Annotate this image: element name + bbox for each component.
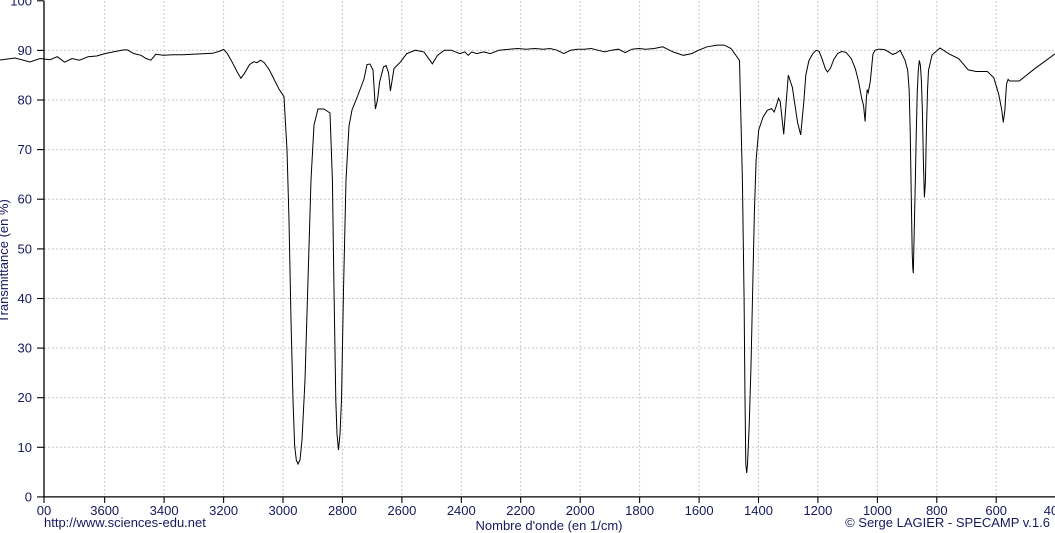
svg-text:1200: 1200 [803, 503, 832, 518]
svg-text:0: 0 [25, 489, 32, 504]
svg-text:2600: 2600 [387, 503, 416, 518]
svg-text:20: 20 [18, 390, 32, 405]
svg-text:80: 80 [18, 93, 32, 108]
svg-text:2400: 2400 [447, 503, 476, 518]
svg-text:Transmittance (en %): Transmittance (en %) [0, 199, 11, 323]
svg-text:1400: 1400 [744, 503, 773, 518]
svg-text:2200: 2200 [506, 503, 535, 518]
svg-text:30: 30 [18, 341, 32, 356]
svg-text:2800: 2800 [328, 503, 357, 518]
svg-text:50: 50 [18, 241, 32, 256]
svg-text:3200: 3200 [209, 503, 238, 518]
svg-text:40: 40 [18, 291, 32, 306]
svg-text:2000: 2000 [566, 503, 595, 518]
svg-text:3000: 3000 [269, 503, 298, 518]
svg-text:70: 70 [18, 142, 32, 157]
svg-text:1800: 1800 [625, 503, 654, 518]
svg-text:Nombre d'onde (en 1/cm): Nombre d'onde (en 1/cm) [476, 518, 623, 533]
svg-text:© Serge LAGIER - SPECAMP v.1.6: © Serge LAGIER - SPECAMP v.1.6 [845, 515, 1050, 530]
svg-text:http://www.sciences-edu.net: http://www.sciences-edu.net [44, 515, 206, 530]
svg-text:1600: 1600 [685, 503, 714, 518]
svg-text:10: 10 [18, 440, 32, 455]
svg-text:90: 90 [18, 43, 32, 58]
svg-text:100: 100 [10, 0, 32, 9]
svg-text:60: 60 [18, 192, 32, 207]
